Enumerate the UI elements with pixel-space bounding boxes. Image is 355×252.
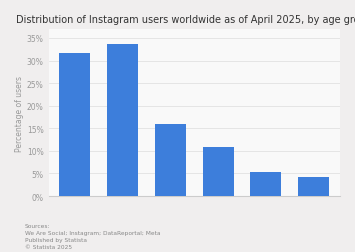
Bar xyxy=(59,54,90,196)
Bar xyxy=(298,177,329,196)
Y-axis label: Percentage of users: Percentage of users xyxy=(15,75,24,151)
Bar xyxy=(203,148,234,196)
Title: Distribution of Instagram users worldwide as of April 2025, by age group: Distribution of Instagram users worldwid… xyxy=(16,15,355,25)
Bar xyxy=(107,45,138,196)
Bar xyxy=(155,124,186,196)
Bar xyxy=(250,172,282,196)
Text: Sources:
We Are Social; Instagram; DataReportal; Meta
Published by Statista
© St: Sources: We Are Social; Instagram; DataR… xyxy=(25,224,160,249)
